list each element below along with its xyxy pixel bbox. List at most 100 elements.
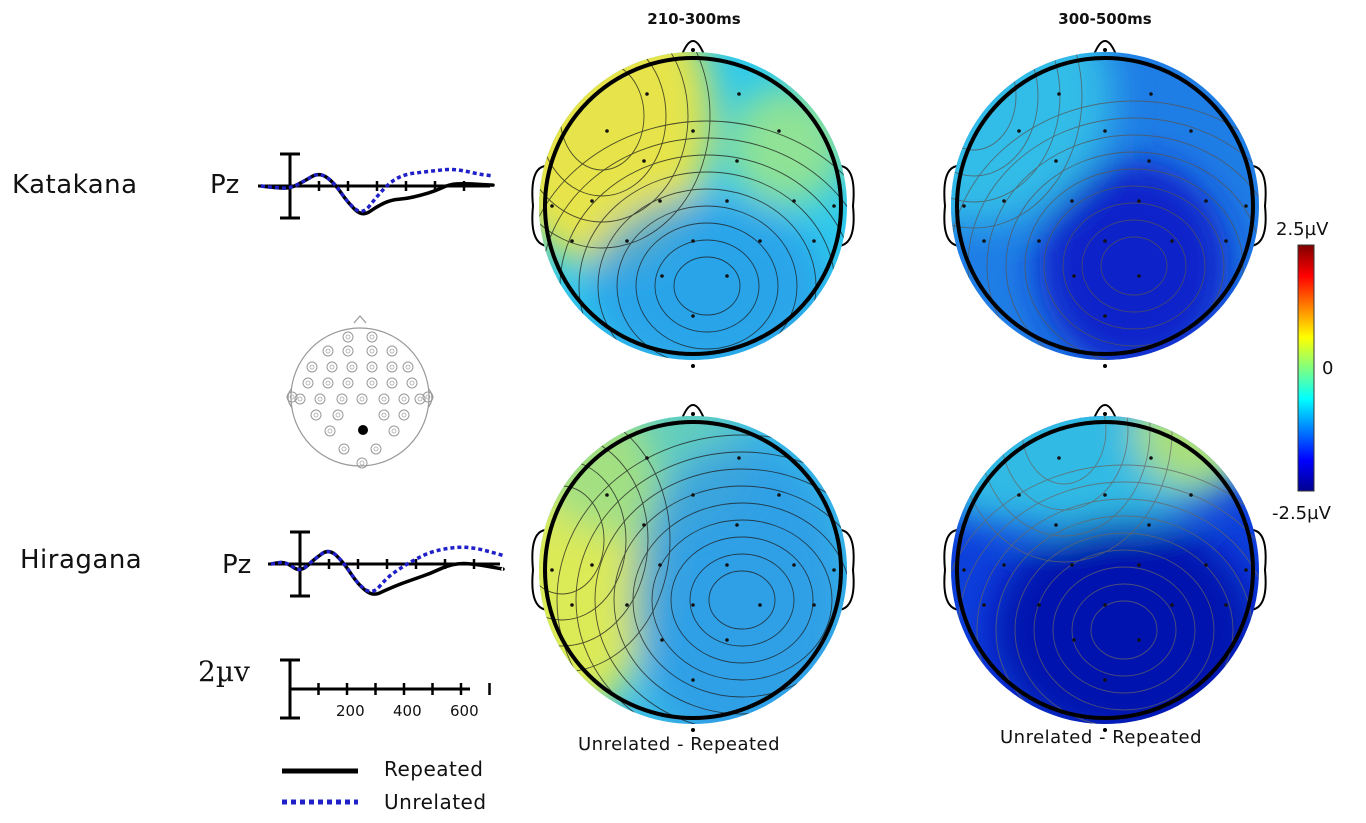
scale-tick-label-400: 400	[393, 702, 422, 720]
topomap-ring-electrode	[617, 440, 621, 444]
montage-electrode	[326, 361, 338, 373]
topomap-ring-electrode	[675, 351, 680, 355]
topomap-ring-electrode	[571, 481, 576, 485]
topomap-ring-electrode	[967, 264, 972, 268]
topomap-ring-electrode	[826, 628, 831, 632]
legend-repeated-label: Repeated	[384, 757, 484, 781]
topomap-ring-electrode	[1029, 332, 1033, 336]
topomap-ring-electrode	[967, 508, 972, 512]
topomap-ring-electrode	[790, 94, 794, 98]
topomap-contour	[594, 468, 847, 724]
topomap-contour	[654, 239, 760, 333]
topomap-contour	[1081, 219, 1187, 313]
montage-electrode	[322, 345, 334, 357]
topomap-inion-electrode	[1103, 364, 1107, 368]
topomap-ring-electrode	[1057, 344, 1062, 349]
topomap-ring-electrode	[790, 458, 794, 462]
window-heading-300-500: 300-500ms	[1058, 10, 1152, 28]
topomap-electrode	[658, 563, 662, 567]
topomap-electrode	[1103, 129, 1107, 133]
topomap-electrode	[691, 678, 695, 682]
topomap-ring-electrode	[571, 291, 576, 295]
topomap-contour	[613, 485, 847, 715]
topomap-ring-electrode	[826, 508, 831, 512]
topomap-ring-electrode	[835, 537, 840, 542]
colorbar-min-label: -2.5µV	[1272, 503, 1331, 524]
topomap-contour	[673, 256, 741, 316]
topomap-ring-electrode	[1148, 344, 1153, 349]
montage-electrode	[398, 393, 410, 405]
topomap-ring-electrode	[1057, 427, 1062, 432]
topomap-electrode	[1170, 603, 1174, 607]
topomap-ring-electrode	[958, 537, 963, 542]
montage-electrode	[342, 345, 354, 357]
topomap-ring-electrode	[1029, 76, 1033, 80]
topomap-contour	[1071, 583, 1177, 677]
topomap-right-ear	[836, 528, 855, 611]
topomap-ring-electrode	[1202, 94, 1206, 98]
montage-electrode	[324, 425, 336, 437]
topomap-ring-electrode	[546, 598, 551, 603]
topomap-ring-electrode	[1177, 76, 1181, 80]
topomap-ring-electrode	[706, 421, 711, 425]
topomap-katakana-300-500	[943, 40, 1267, 368]
topomap-electrode	[1103, 603, 1107, 607]
topomap-ring-electrode	[1148, 708, 1153, 713]
topomap-electrode	[758, 239, 762, 243]
topomap-ring-electrode	[736, 344, 741, 349]
topomap-contour	[1100, 236, 1168, 296]
montage-electrode	[356, 457, 368, 469]
topomap-inion-electrode	[691, 364, 695, 368]
topomap-electrode	[1017, 129, 1021, 133]
topomap-contour	[1033, 549, 1215, 711]
topomap-ring-electrode	[546, 173, 551, 178]
topomap-electrode	[1147, 523, 1151, 527]
topomap-electrode	[735, 523, 739, 527]
topomap-ring-electrode	[736, 63, 741, 68]
difference-label-300-500: Unrelated - Repeated	[1000, 727, 1203, 748]
topomap-ring-electrode	[826, 144, 831, 148]
topomap-ring-electrode	[1087, 421, 1092, 425]
topomap-nasion-electrode	[1103, 412, 1107, 416]
topomap-field	[539, 416, 847, 724]
topomap-ring-electrode	[592, 678, 596, 682]
topomap-ring-electrode	[790, 314, 794, 318]
topomap-ring-electrode	[645, 344, 650, 349]
montage-electrode	[336, 393, 348, 405]
topomap-contour	[1043, 185, 1225, 347]
topomap-electrode	[725, 563, 729, 567]
topomap-ring-electrode	[1202, 314, 1206, 318]
topomap-electrode	[1224, 603, 1228, 607]
waveform-hiragana-repeated-line	[270, 549, 505, 596]
topomap-electrode	[1070, 199, 1074, 203]
topomap-electrode	[625, 239, 629, 243]
topomap-contour	[539, 52, 689, 223]
topomap-ring-electrode	[736, 708, 741, 713]
electrode-label-hiragana: Pz	[222, 550, 252, 580]
topomap-ring-electrode	[706, 351, 711, 355]
topomap-right-ear	[1248, 164, 1267, 247]
topomap-ring-electrode	[1004, 458, 1008, 462]
topomap-left-ear	[531, 164, 550, 247]
topomap-electrode	[691, 603, 695, 607]
topomap-ring-electrode	[675, 715, 680, 719]
electrode-montage-head	[286, 315, 434, 469]
topomap-ring-electrode	[983, 481, 988, 485]
topomap-electrode	[660, 638, 664, 642]
topomap-electrode	[725, 274, 729, 278]
topomap-ring-electrode	[955, 568, 959, 572]
topomap-contour	[1024, 168, 1244, 360]
topomap-ring-electrode	[1222, 655, 1227, 659]
topomap-electrode	[691, 314, 695, 318]
montage-electrode	[306, 361, 318, 373]
topomap-electrode	[1244, 568, 1248, 572]
topomap-ring-electrode	[617, 332, 621, 336]
topomap-ring-electrode	[1148, 63, 1153, 68]
topomap-electrode	[1149, 92, 1153, 96]
row-label-katakana: Katakana	[12, 170, 138, 200]
topomap-electrode	[812, 239, 816, 243]
montage-electrode	[386, 345, 398, 357]
topomap-contour	[575, 451, 847, 724]
topomap-contour	[689, 553, 795, 647]
topomap-ring-electrode	[967, 628, 972, 632]
